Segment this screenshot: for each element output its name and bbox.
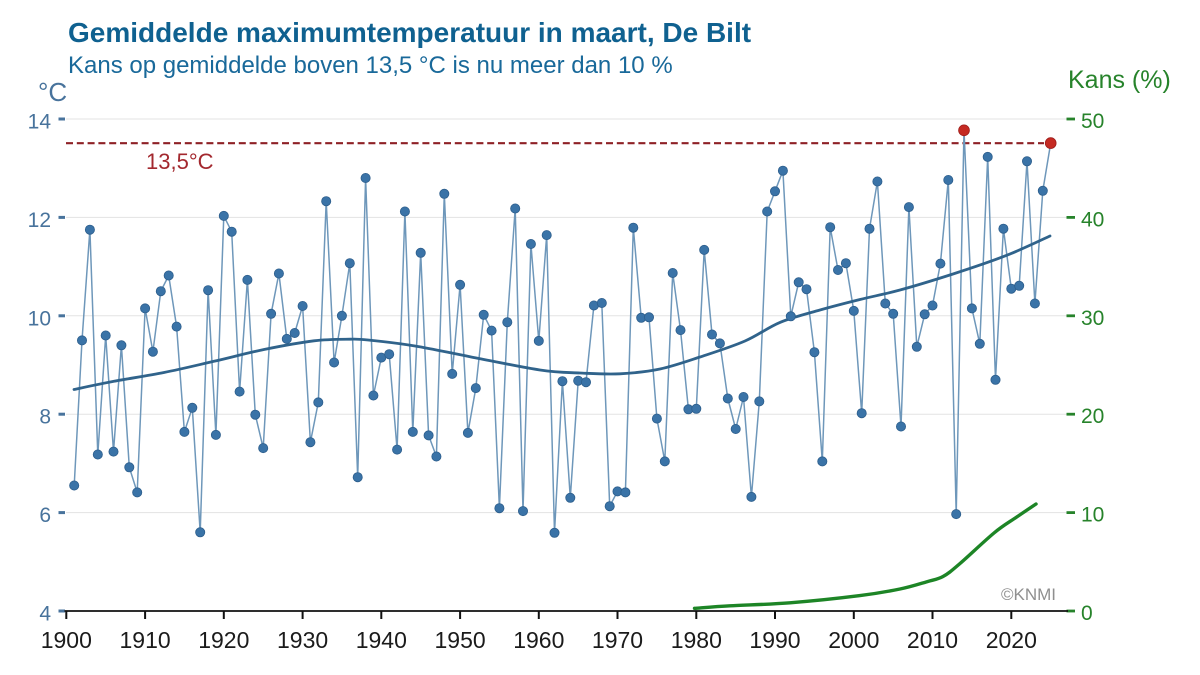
svg-text:8: 8 (39, 406, 51, 429)
svg-text:1970: 1970 (592, 627, 643, 653)
svg-text:Kans (%): Kans (%) (1068, 66, 1171, 94)
svg-text:0: 0 (1081, 602, 1093, 625)
svg-text:©KNMI: ©KNMI (1001, 585, 1056, 604)
svg-text:30: 30 (1081, 307, 1104, 330)
svg-text:4: 4 (39, 603, 51, 626)
svg-text:13,5°C: 13,5°C (146, 149, 214, 174)
svg-text:6: 6 (39, 504, 51, 527)
svg-text:1950: 1950 (435, 627, 486, 653)
svg-text:1920: 1920 (198, 627, 249, 653)
svg-text:1940: 1940 (356, 627, 407, 653)
svg-text:2020: 2020 (986, 627, 1037, 653)
svg-text:1990: 1990 (749, 627, 800, 653)
svg-text:10: 10 (1081, 504, 1104, 527)
svg-text:20: 20 (1081, 405, 1104, 428)
svg-text:12: 12 (28, 209, 51, 232)
svg-text:2000: 2000 (828, 627, 879, 653)
svg-text:°C: °C (38, 77, 67, 107)
svg-text:2010: 2010 (907, 627, 958, 653)
svg-text:50: 50 (1081, 110, 1104, 133)
svg-text:1910: 1910 (120, 627, 171, 653)
svg-text:10: 10 (28, 307, 51, 330)
svg-text:14: 14 (28, 111, 52, 134)
svg-text:1900: 1900 (41, 627, 92, 653)
svg-text:40: 40 (1081, 208, 1104, 231)
svg-text:1930: 1930 (277, 627, 328, 653)
svg-text:1980: 1980 (671, 627, 722, 653)
svg-text:1960: 1960 (513, 627, 564, 653)
